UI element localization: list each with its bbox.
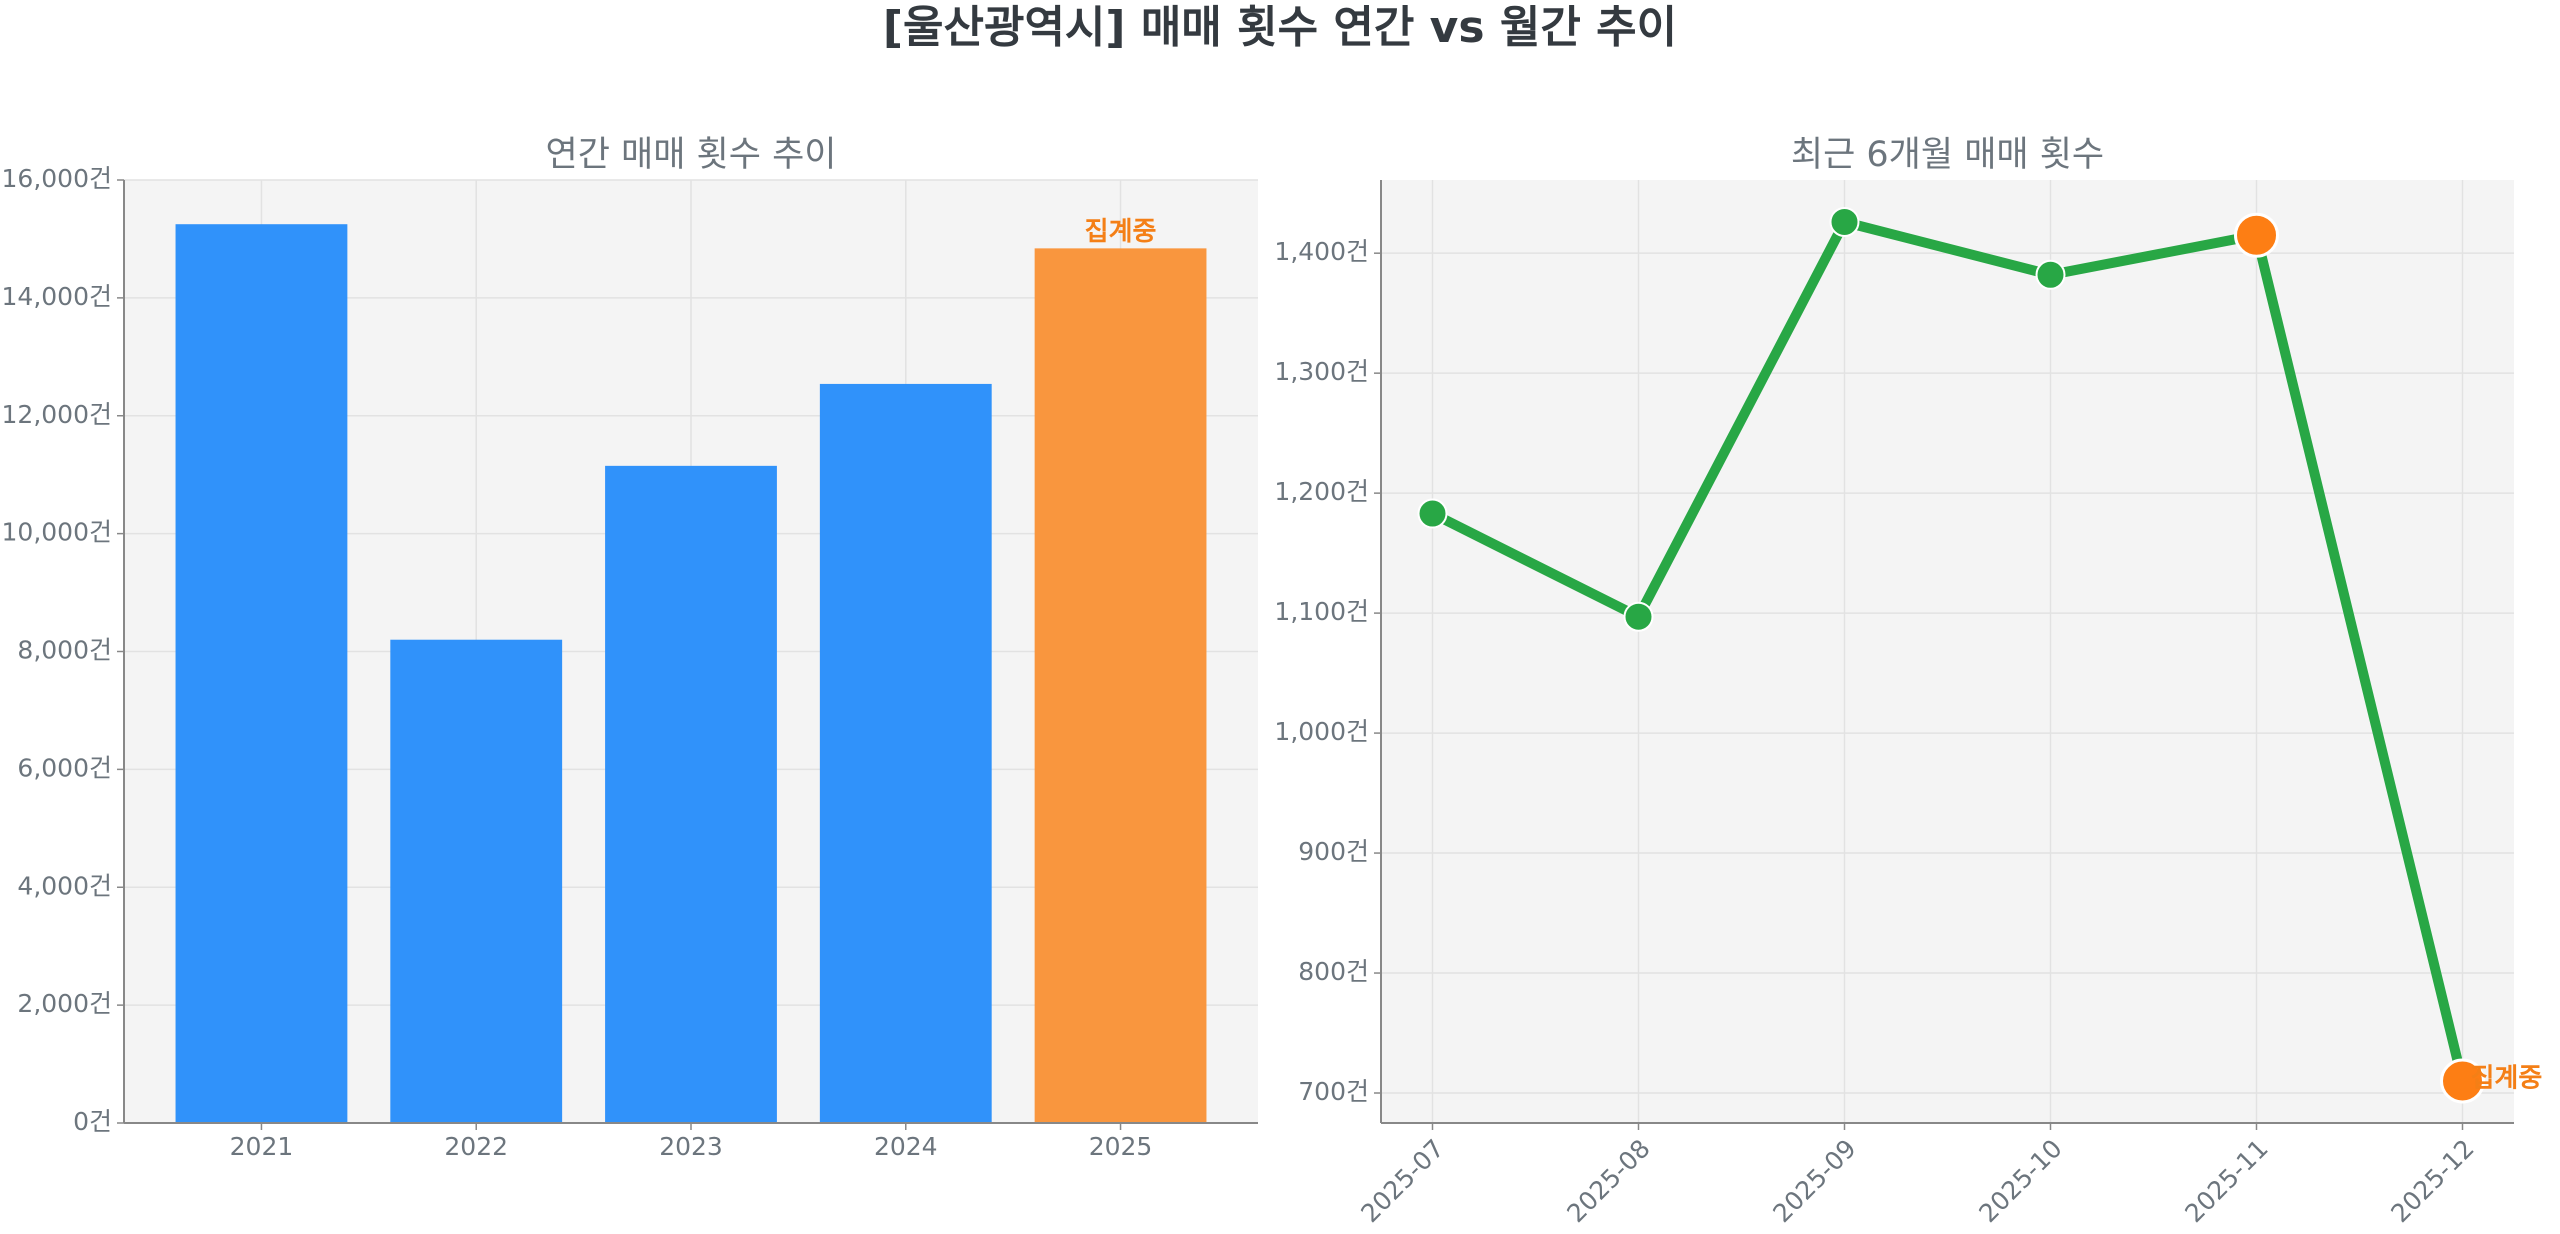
marker — [1623, 601, 1654, 632]
x-tick-label: 2025-09 — [1767, 1134, 1861, 1228]
y-tick-label: 700건 — [1298, 1077, 1369, 1106]
y-tick-label: 6,000건 — [17, 753, 112, 782]
annotation: 집계중 — [1085, 217, 1157, 247]
y-tick-label: 16,000건 — [2, 164, 112, 193]
y-tick-label: 4,000건 — [17, 871, 112, 900]
x-tick-label: 2025-11 — [2179, 1134, 2273, 1228]
x-tick-label: 2024 — [874, 1132, 938, 1161]
marker — [1417, 498, 1448, 529]
y-tick-label: 900건 — [1298, 837, 1369, 866]
y-tick-label: 0건 — [73, 1107, 112, 1136]
bar — [605, 465, 777, 1123]
y-tick-label: 8,000건 — [17, 636, 112, 665]
y-tick-label: 1,300건 — [1274, 357, 1369, 386]
marker — [1829, 206, 1860, 237]
plot-background — [1381, 180, 2514, 1123]
marker — [2440, 1058, 2485, 1104]
y-tick-label: 1,100건 — [1274, 597, 1369, 626]
bar — [390, 639, 563, 1123]
subplot-title: 최근 6개월 매매 횟수 — [1791, 135, 2104, 175]
y-tick-label: 2,000건 — [17, 989, 112, 1018]
marker — [2035, 259, 2066, 290]
bar — [1034, 248, 1207, 1123]
annotation: 집계중 — [2471, 1064, 2543, 1094]
y-tick-label: 14,000건 — [2, 282, 112, 311]
x-tick-label: 2025 — [1089, 1132, 1153, 1161]
y-tick-label: 1,000건 — [1274, 717, 1369, 746]
bar — [819, 383, 992, 1124]
marker — [2234, 212, 2279, 258]
bar — [175, 224, 348, 1123]
x-tick-label: 2025-10 — [1973, 1134, 2067, 1228]
y-tick-label: 1,400건 — [1274, 237, 1369, 266]
x-tick-label: 2025-12 — [2385, 1134, 2479, 1228]
x-tick-label: 2025-07 — [1355, 1134, 1449, 1228]
subplot-title: 연간 매매 횟수 추이 — [546, 135, 837, 175]
x-tick-label: 2021 — [230, 1132, 294, 1161]
y-tick-label: 1,200건 — [1274, 477, 1369, 506]
y-tick-label: 12,000건 — [2, 400, 112, 429]
y-tick-label: 10,000건 — [2, 518, 112, 547]
page-title: [울산광역시] 매매 횟수 연간 vs 월간 추이 — [883, 2, 1677, 53]
y-tick-label: 800건 — [1298, 957, 1369, 986]
line — [1430, 216, 2468, 1083]
x-tick-label: 2022 — [444, 1132, 508, 1161]
x-tick-label: 2025-08 — [1561, 1134, 1655, 1228]
x-tick-label: 2023 — [659, 1132, 723, 1161]
